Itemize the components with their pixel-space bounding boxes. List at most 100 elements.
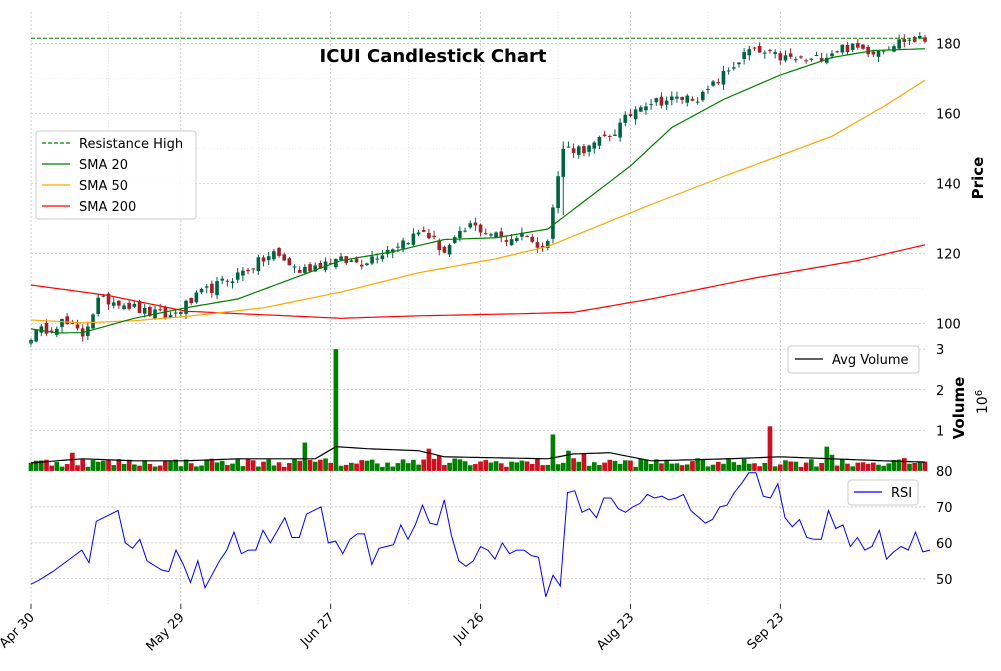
candle-body <box>468 223 473 228</box>
volume-bar <box>152 466 158 471</box>
volume-bar <box>788 461 793 471</box>
candle-body <box>375 258 380 260</box>
candle-body <box>819 57 824 62</box>
volume-unit-label: 106 <box>974 390 992 414</box>
candle-body <box>700 91 705 101</box>
volume-bar <box>292 458 297 471</box>
volume-bar <box>328 462 334 471</box>
candle-body <box>401 240 405 249</box>
candle-body <box>633 109 638 120</box>
legend-label-rsi: RSI <box>891 486 912 501</box>
volume-bar <box>173 459 179 471</box>
volume-bar <box>209 458 215 471</box>
candle-body <box>251 268 256 270</box>
volume-bar <box>318 459 323 471</box>
candle-body <box>623 114 628 123</box>
volume-bar <box>912 462 917 471</box>
candle-body <box>70 323 75 325</box>
candle-body <box>127 302 131 309</box>
candle-body <box>442 246 447 253</box>
avg-volume-line <box>30 445 926 464</box>
volume-bar <box>421 459 427 471</box>
volume-bar <box>504 466 509 471</box>
candle-body <box>768 49 772 51</box>
volume-bar <box>266 459 272 471</box>
candle-body <box>912 37 917 42</box>
candle-body <box>835 51 839 53</box>
volume-bar <box>462 461 468 471</box>
candle-body <box>117 300 121 306</box>
candle-body <box>659 96 664 106</box>
candle-body <box>158 309 162 311</box>
price-axis-label: Price <box>969 157 987 200</box>
volume-ytick-label: 3 <box>936 343 944 358</box>
candle-body <box>359 264 364 267</box>
candle-body <box>618 122 622 138</box>
candle-body <box>675 96 679 99</box>
candle-body <box>535 242 540 248</box>
candle-body <box>246 269 250 272</box>
volume-bar <box>902 458 907 471</box>
rsi-ytick-label: 50 <box>936 573 953 588</box>
volume-bar <box>705 466 711 471</box>
candle-body <box>277 248 281 256</box>
candle-body <box>850 43 855 50</box>
volume-bar <box>612 460 618 471</box>
candle-body <box>923 37 927 42</box>
candle-body <box>427 232 431 239</box>
candle-body <box>566 146 571 148</box>
volume-bar <box>726 458 731 471</box>
volume-bar <box>684 464 690 471</box>
candle-body <box>396 246 400 248</box>
candle-body <box>199 289 204 293</box>
candle-body <box>545 241 550 249</box>
candle-body <box>737 62 741 65</box>
price-ytick-label: 100 <box>936 318 961 333</box>
candle-body <box>380 255 385 260</box>
volume-bar <box>483 460 489 471</box>
candle-body <box>65 316 69 325</box>
candle-body <box>602 134 607 137</box>
volume-bar <box>752 463 757 471</box>
volume-bar <box>364 460 370 471</box>
volume-bar <box>54 461 60 471</box>
volume-bar <box>90 460 96 471</box>
volume-bar <box>664 460 669 471</box>
candle-body <box>220 278 225 281</box>
volume-bar <box>710 464 716 471</box>
volume-bar <box>695 458 700 471</box>
candle-body <box>416 232 421 235</box>
sma200-line <box>30 244 926 319</box>
volume-bar <box>199 465 204 471</box>
volume-bar <box>783 460 788 471</box>
volume-bar <box>679 465 685 471</box>
candle-body <box>142 307 147 314</box>
volume-bar <box>240 466 246 471</box>
price-legend: Resistance High SMA 20 SMA 50 SMA 200 <box>35 130 197 220</box>
candle-body <box>75 324 80 329</box>
rsi-legend: RSI <box>847 479 919 506</box>
volume-bar <box>219 460 225 471</box>
price-legend-box <box>35 130 197 220</box>
volume-bar <box>416 464 421 471</box>
volume-bar <box>586 465 592 471</box>
candle-body <box>742 52 746 60</box>
candle-body <box>458 230 462 238</box>
volume-bar <box>896 459 902 471</box>
volume-bar <box>493 461 499 471</box>
volume-bar <box>85 466 91 471</box>
volume-bar <box>359 460 365 471</box>
volume-bar <box>519 460 525 471</box>
candle-body <box>370 256 374 264</box>
volume-bar <box>576 461 582 471</box>
candle-body <box>34 329 38 342</box>
volume-bar <box>772 466 778 471</box>
volume-bar <box>793 461 799 471</box>
volume-bar <box>405 463 411 471</box>
candle-body <box>587 145 591 152</box>
volume-bar <box>157 465 163 471</box>
volume-bar <box>333 349 339 471</box>
volume-bar <box>850 466 855 471</box>
volume-bar <box>803 462 809 471</box>
candle-body <box>830 53 834 57</box>
